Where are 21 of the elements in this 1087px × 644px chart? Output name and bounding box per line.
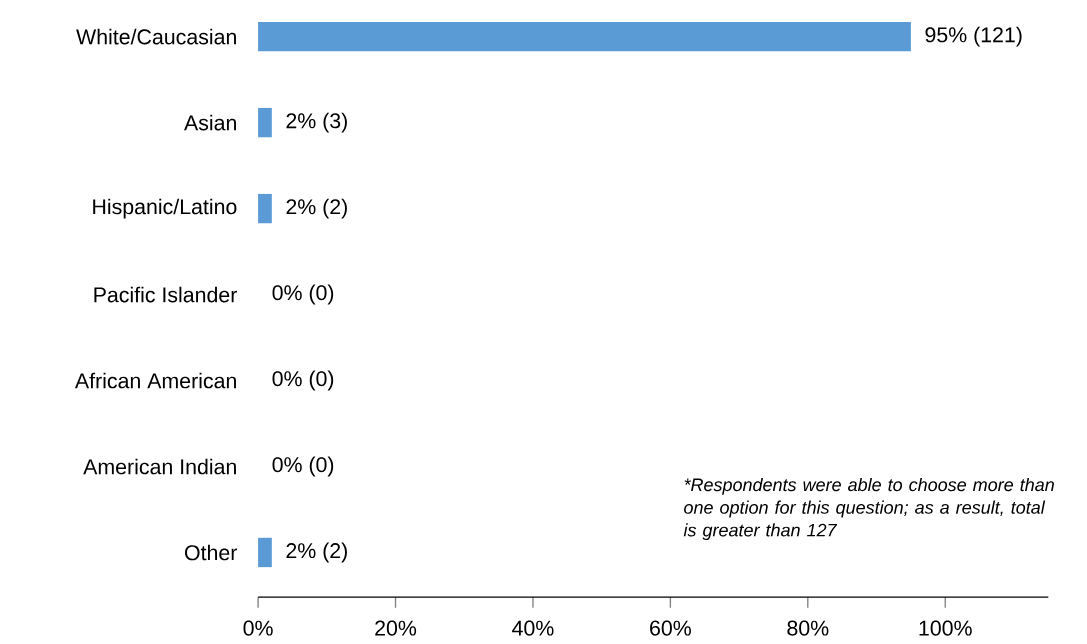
y-tick-label: Other <box>185 544 238 561</box>
x-tick-label: 40% <box>512 620 554 636</box>
y-tick-label: Hispanic/Latino <box>93 198 237 219</box>
x-tick-label: 100% <box>919 620 972 636</box>
data-label: 0% (0) <box>272 284 334 305</box>
data-label: 0% (0) <box>272 370 334 391</box>
x-tick-label: 0% <box>243 620 273 636</box>
data-label: 2% (2) <box>286 198 347 219</box>
data-label: 95% (121) <box>925 26 1022 47</box>
x-tick-label: 20% <box>375 620 417 636</box>
data-label: 2% (3) <box>286 112 347 133</box>
x-tick-label: 60% <box>650 620 691 636</box>
y-tick-label: African American <box>74 372 236 389</box>
y-tick-label: Asian <box>184 114 236 131</box>
data-label: 2% (2) <box>286 542 347 563</box>
annotation: *Respondents were able to choose more than one option for this question; as a result, total is greater than 127 <box>683 477 1054 540</box>
y-tick-label: White/Caucasian <box>76 28 236 45</box>
data-label: 0% (0) <box>272 456 334 477</box>
y-tick-label: Pacific Islander <box>94 286 237 303</box>
x-tick-label: 80% <box>787 620 829 636</box>
y-tick-label: American Indian <box>83 458 236 475</box>
